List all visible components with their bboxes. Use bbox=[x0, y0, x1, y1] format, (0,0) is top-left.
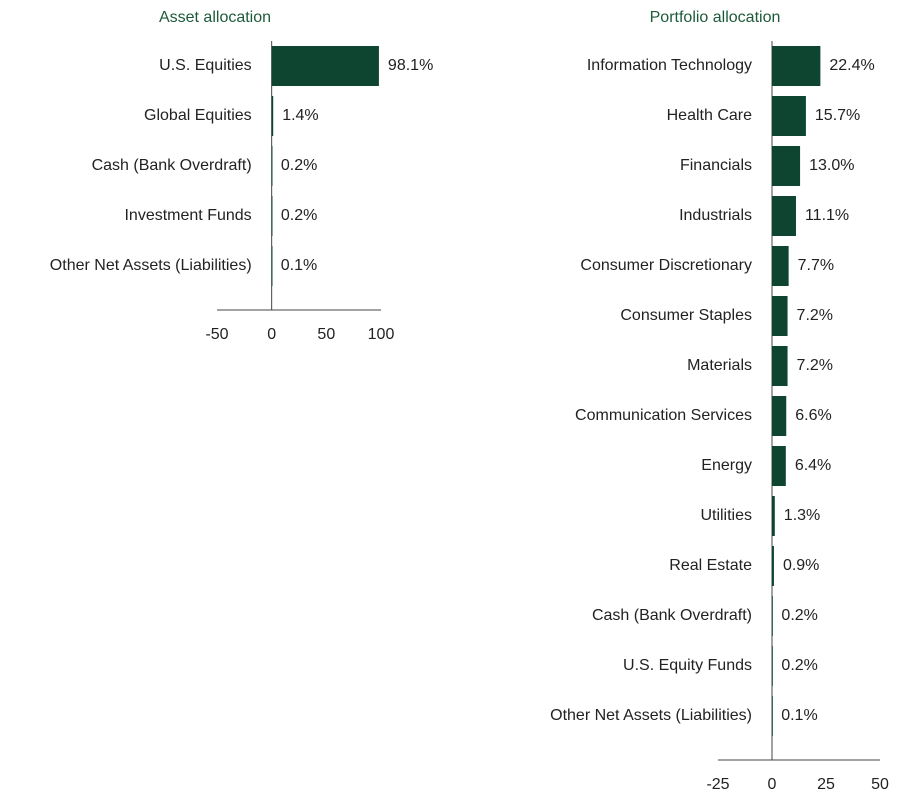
bar bbox=[772, 396, 787, 436]
bar bbox=[271, 246, 273, 286]
bar bbox=[271, 196, 273, 236]
bar bbox=[772, 546, 774, 586]
bar bbox=[772, 246, 789, 286]
bar bbox=[772, 696, 773, 736]
bar bbox=[772, 446, 786, 486]
value-label: 15.7% bbox=[815, 107, 860, 124]
category-label: Real Estate bbox=[669, 557, 752, 574]
x-tick-label: 0 bbox=[267, 326, 276, 343]
category-label: Cash (Bank Overdraft) bbox=[592, 607, 752, 624]
category-label: U.S. Equities bbox=[159, 57, 251, 74]
category-label: Global Equities bbox=[144, 107, 252, 124]
category-label: Materials bbox=[687, 357, 752, 374]
value-label: 0.1% bbox=[781, 707, 817, 724]
category-label: Investment Funds bbox=[124, 207, 251, 224]
value-label: 0.9% bbox=[783, 557, 819, 574]
category-label: Other Net Assets (Liabilities) bbox=[50, 257, 252, 274]
bar bbox=[271, 96, 274, 136]
value-label: 0.2% bbox=[781, 657, 817, 674]
value-label: 1.4% bbox=[282, 107, 318, 124]
bar bbox=[772, 596, 773, 636]
value-label: 7.2% bbox=[797, 357, 833, 374]
value-label: 13.0% bbox=[809, 157, 854, 174]
value-label: 0.2% bbox=[781, 607, 817, 624]
category-label: U.S. Equity Funds bbox=[623, 657, 752, 674]
bar bbox=[772, 146, 801, 186]
bar bbox=[271, 46, 379, 86]
bar bbox=[772, 346, 788, 386]
bar bbox=[772, 296, 788, 336]
bar bbox=[772, 96, 806, 136]
value-label: 6.6% bbox=[795, 407, 831, 424]
category-label: Utilities bbox=[700, 507, 752, 524]
value-label: 1.3% bbox=[784, 507, 820, 524]
x-tick-label: 50 bbox=[871, 776, 889, 793]
category-label: Communication Services bbox=[575, 407, 752, 424]
category-label: Consumer Discretionary bbox=[580, 257, 752, 274]
value-label: 11.1% bbox=[805, 207, 849, 224]
value-label: 0.2% bbox=[281, 157, 317, 174]
category-label: Industrials bbox=[679, 207, 752, 224]
x-tick-label: 100 bbox=[368, 326, 395, 343]
value-label: 0.2% bbox=[281, 207, 317, 224]
value-label: 0.1% bbox=[281, 257, 317, 274]
value-label: 98.1% bbox=[388, 57, 433, 74]
x-tick-label: 25 bbox=[817, 776, 835, 793]
x-tick-label: -25 bbox=[706, 776, 729, 793]
category-label: Financials bbox=[680, 157, 752, 174]
x-tick-label: -50 bbox=[205, 326, 228, 343]
bar bbox=[772, 646, 773, 686]
chart-title: Portfolio allocation bbox=[650, 9, 781, 26]
chart-title: Asset allocation bbox=[159, 9, 271, 26]
category-label: Energy bbox=[701, 457, 752, 474]
category-label: Other Net Assets (Liabilities) bbox=[550, 707, 752, 724]
category-label: Consumer Staples bbox=[620, 307, 752, 324]
bar bbox=[772, 196, 796, 236]
value-label: 7.7% bbox=[798, 257, 834, 274]
category-label: Information Technology bbox=[587, 57, 752, 74]
bar bbox=[772, 46, 821, 86]
value-label: 7.2% bbox=[797, 307, 833, 324]
x-tick-label: 50 bbox=[317, 326, 335, 343]
x-tick-label: 0 bbox=[768, 776, 777, 793]
bar bbox=[271, 146, 273, 186]
value-label: 6.4% bbox=[795, 457, 831, 474]
category-label: Health Care bbox=[667, 107, 752, 124]
value-label: 22.4% bbox=[829, 57, 874, 74]
bar bbox=[772, 496, 775, 536]
category-label: Cash (Bank Overdraft) bbox=[92, 157, 252, 174]
